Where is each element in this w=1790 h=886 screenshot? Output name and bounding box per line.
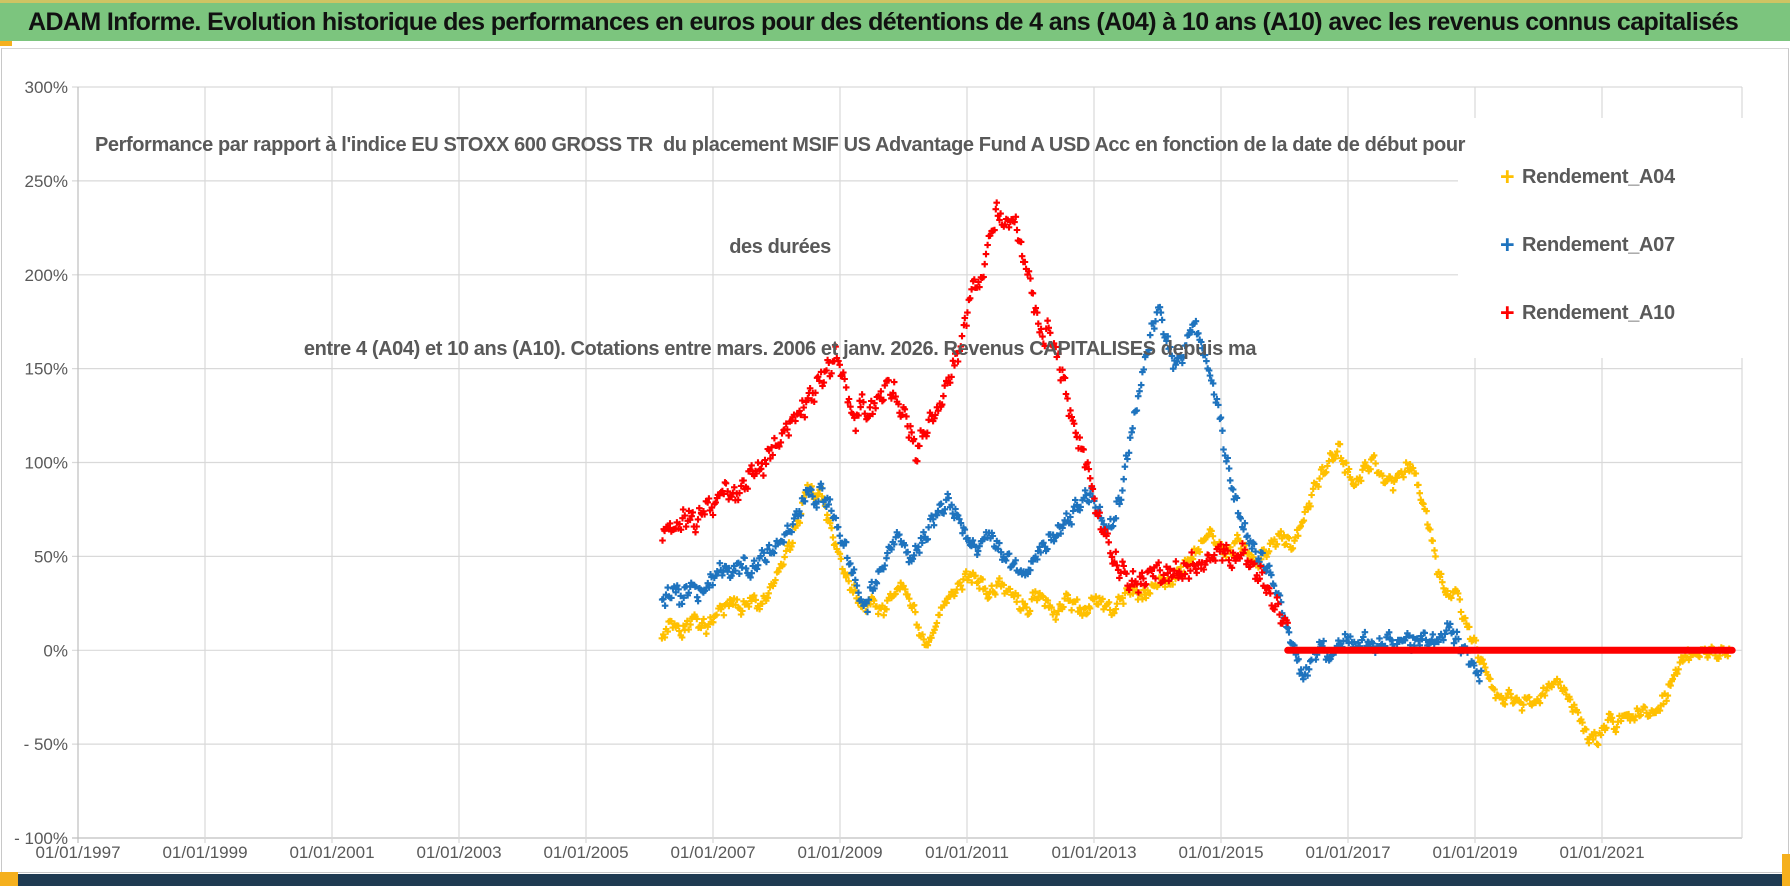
- header-bar: ADAM Informe. Evolution historique des p…: [0, 3, 1790, 41]
- legend-background: [1458, 118, 1752, 358]
- svg-text:250%: 250%: [25, 172, 68, 191]
- chart-title: Performance par rapport à l'indice EU ST…: [80, 60, 1480, 434]
- legend-item-a04: + Rendement_A04: [1500, 160, 1675, 194]
- svg-text:- 100%: - 100%: [14, 829, 68, 848]
- svg-text:01/01/2009: 01/01/2009: [797, 843, 882, 862]
- svg-text:300%: 300%: [25, 78, 68, 97]
- svg-text:0%: 0%: [43, 641, 68, 660]
- plus-marker-icon: +: [1500, 299, 1515, 327]
- plus-marker-icon: +: [1500, 231, 1515, 259]
- top-accent-line: [0, 0, 1790, 3]
- chart-legend: + Rendement_A04 + Rendement_A07 + Rendem…: [1500, 160, 1675, 364]
- svg-text:01/01/2013: 01/01/2013: [1051, 843, 1136, 862]
- svg-text:01/01/2021: 01/01/2021: [1559, 843, 1644, 862]
- chart-title-line2: des durées: [729, 236, 831, 258]
- legend-item-a07: + Rendement_A07: [1500, 228, 1675, 262]
- svg-text:100%: 100%: [25, 454, 68, 473]
- svg-text:01/01/2011: 01/01/2011: [925, 843, 1009, 862]
- footer-bar: [0, 874, 1790, 886]
- svg-text:01/01/2001: 01/01/2001: [289, 843, 374, 862]
- accent-mark-bottom-right: [1782, 854, 1790, 886]
- chart-title-line1: Performance par rapport à l'indice EU ST…: [94, 134, 1466, 156]
- svg-text:50%: 50%: [34, 547, 68, 566]
- svg-text:01/01/2007: 01/01/2007: [670, 843, 755, 862]
- legend-label: Rendement_A10: [1522, 301, 1675, 324]
- accent-mark-top-left: [0, 41, 12, 46]
- plus-marker-icon: +: [1500, 163, 1515, 191]
- svg-text:150%: 150%: [25, 360, 68, 379]
- footer-divider-line: [0, 872, 1790, 873]
- svg-text:01/01/2003: 01/01/2003: [416, 843, 501, 862]
- svg-text:- 50%: - 50%: [24, 735, 68, 754]
- legend-item-a10: + Rendement_A10: [1500, 296, 1675, 330]
- svg-text:01/01/2005: 01/01/2005: [543, 843, 628, 862]
- svg-text:01/01/1999: 01/01/1999: [162, 843, 247, 862]
- page-title: ADAM Informe. Evolution historique des p…: [28, 7, 1739, 36]
- legend-label: Rendement_A07: [1522, 233, 1675, 256]
- svg-text:01/01/2019: 01/01/2019: [1432, 843, 1517, 862]
- svg-text:01/01/1997: 01/01/1997: [35, 843, 120, 862]
- svg-text:01/01/2017: 01/01/2017: [1305, 843, 1390, 862]
- legend-label: Rendement_A04: [1522, 165, 1675, 188]
- chart-title-line3: entre 4 (A04) et 10 ans (A10). Cotations…: [303, 338, 1257, 360]
- svg-text:01/01/2015: 01/01/2015: [1178, 843, 1263, 862]
- accent-mark-bottom-left: [0, 872, 18, 886]
- svg-text:200%: 200%: [25, 266, 68, 285]
